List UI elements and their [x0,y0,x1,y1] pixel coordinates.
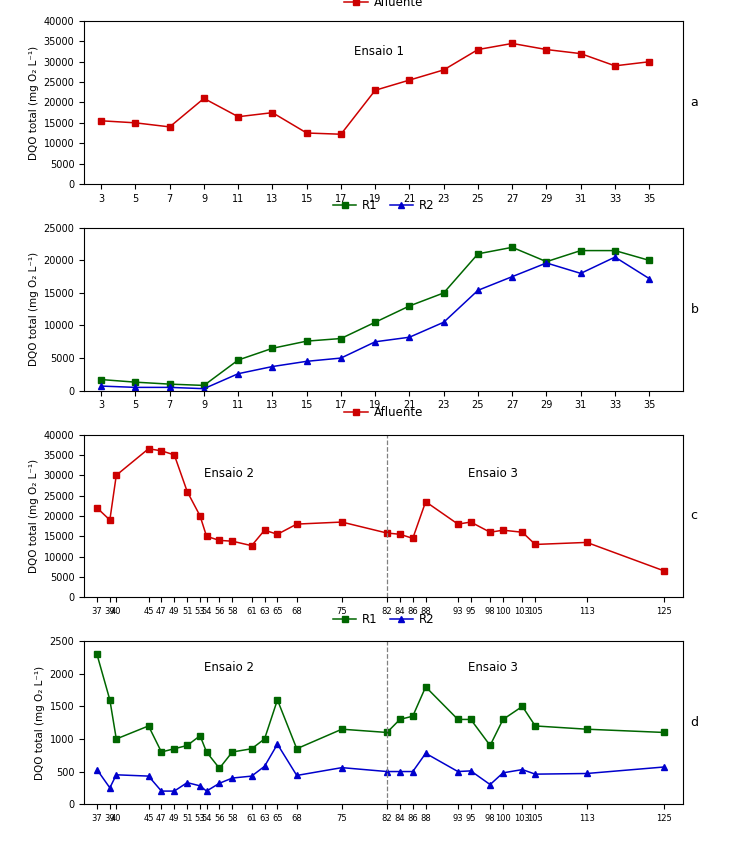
Afluente [405,75,414,85]
Text: d: d [691,717,699,729]
Legend: Afluente: Afluente [340,0,428,13]
Afluente [439,65,448,75]
Afluente [576,49,585,59]
Afluente [371,85,379,95]
Afluente [336,129,345,139]
Legend: R1, R2: R1, R2 [333,200,435,212]
Afluente [165,122,174,132]
Y-axis label: DQO total (mg O₂ L⁻¹): DQO total (mg O₂ L⁻¹) [35,666,45,780]
Y-axis label: DQO total (mg O₂ L⁻¹): DQO total (mg O₂ L⁻¹) [29,459,39,573]
Afluente [234,112,243,122]
Afluente [610,61,619,71]
Afluente [474,45,482,55]
Afluente [96,115,105,125]
Text: Ensaio 2: Ensaio 2 [204,661,254,674]
Text: Ensaio 3: Ensaio 3 [468,661,518,674]
Afluente [542,45,551,55]
Legend: Afluente: Afluente [344,406,423,419]
Text: Ensaio 3: Ensaio 3 [468,467,518,480]
Afluente [200,93,208,104]
Text: b: b [691,303,699,316]
Afluente [131,118,140,128]
Legend: R1, R2: R1, R2 [333,613,435,626]
Text: Ensaio 1: Ensaio 1 [354,45,404,58]
Text: c: c [691,509,697,522]
Y-axis label: DQO total (mg O₂ L⁻¹): DQO total (mg O₂ L⁻¹) [29,252,39,366]
Afluente [303,128,311,138]
Y-axis label: DQO total (mg O₂ L⁻¹): DQO total (mg O₂ L⁻¹) [29,45,39,159]
Line: Afluente: Afluente [99,40,652,137]
Text: a: a [691,96,698,109]
Afluente [268,108,277,118]
Text: Ensaio 2: Ensaio 2 [204,467,254,480]
Afluente [508,39,517,49]
Afluente [645,56,654,67]
